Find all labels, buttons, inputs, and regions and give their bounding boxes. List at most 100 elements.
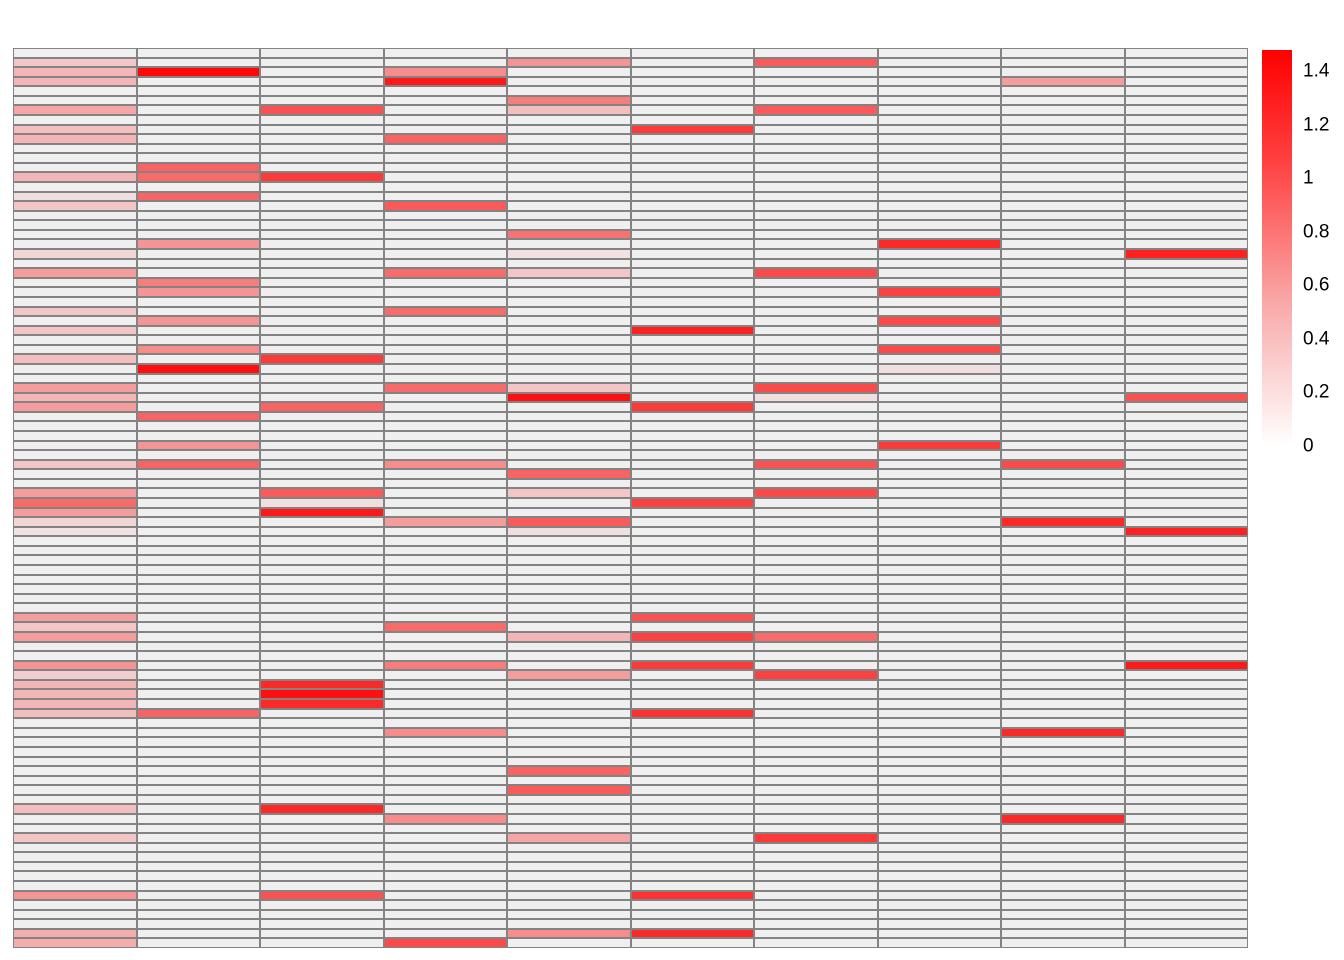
heatmap-cell bbox=[878, 536, 1002, 546]
heatmap-cell bbox=[1001, 852, 1125, 862]
heatmap-cell bbox=[260, 220, 384, 230]
heatmap-cell bbox=[631, 421, 755, 431]
heatmap-cell bbox=[507, 689, 631, 699]
heatmap-cell bbox=[754, 843, 878, 853]
heatmap-cell bbox=[878, 871, 1002, 881]
heatmap-cell bbox=[260, 651, 384, 661]
heatmap-cell bbox=[13, 709, 137, 719]
heatmap-cell bbox=[631, 335, 755, 345]
heatmap-cell bbox=[878, 661, 1002, 671]
heatmap-cell bbox=[260, 431, 384, 441]
heatmap-cell bbox=[507, 843, 631, 853]
heatmap-cell bbox=[754, 134, 878, 144]
colorbar-tick-label: 0.6 bbox=[1303, 276, 1329, 295]
heatmap-cell bbox=[13, 201, 137, 211]
heatmap-cell bbox=[754, 642, 878, 652]
heatmap-cell bbox=[754, 718, 878, 728]
heatmap-cell bbox=[754, 335, 878, 345]
heatmap-cell bbox=[1001, 747, 1125, 757]
heatmap-cell bbox=[754, 938, 878, 948]
heatmap-cell bbox=[1125, 785, 1249, 795]
heatmap-cell bbox=[1125, 709, 1249, 719]
heatmap-cell bbox=[1001, 287, 1125, 297]
heatmap-cell bbox=[1001, 929, 1125, 939]
heatmap-cell bbox=[1001, 804, 1125, 814]
heatmap-cell bbox=[631, 843, 755, 853]
heatmap-cell bbox=[631, 211, 755, 221]
heatmap-cell bbox=[384, 125, 508, 135]
heatmap-cell bbox=[384, 450, 508, 460]
heatmap-cell bbox=[631, 345, 755, 355]
heatmap-cell bbox=[1125, 852, 1249, 862]
heatmap-cell bbox=[631, 632, 755, 642]
heatmap-cell bbox=[137, 96, 261, 106]
heatmap-cell bbox=[13, 316, 137, 326]
heatmap-cell bbox=[384, 96, 508, 106]
heatmap-cell bbox=[1001, 575, 1125, 585]
heatmap-cell bbox=[1001, 220, 1125, 230]
heatmap-cell bbox=[260, 699, 384, 709]
heatmap-cell bbox=[754, 785, 878, 795]
heatmap-cell bbox=[260, 172, 384, 182]
heatmap-cell bbox=[13, 326, 137, 336]
heatmap-cell bbox=[878, 584, 1002, 594]
heatmap-cell bbox=[137, 402, 261, 412]
heatmap-cell bbox=[754, 172, 878, 182]
heatmap-cell bbox=[507, 77, 631, 87]
heatmap-cell bbox=[1125, 259, 1249, 269]
heatmap-cell bbox=[260, 757, 384, 767]
heatmap-cell bbox=[631, 144, 755, 154]
heatmap-cell bbox=[260, 105, 384, 115]
heatmap-cell bbox=[260, 785, 384, 795]
heatmap-cell bbox=[631, 661, 755, 671]
heatmap-cell bbox=[878, 699, 1002, 709]
heatmap-cell bbox=[384, 441, 508, 451]
heatmap-cell bbox=[1125, 680, 1249, 690]
heatmap-cell bbox=[754, 594, 878, 604]
heatmap-cell bbox=[1125, 555, 1249, 565]
heatmap-cell bbox=[754, 584, 878, 594]
heatmap-cell bbox=[384, 536, 508, 546]
heatmap-cell bbox=[384, 833, 508, 843]
heatmap-cell bbox=[1125, 824, 1249, 834]
heatmap-cell bbox=[260, 345, 384, 355]
colorbar-tick-label: 0.8 bbox=[1303, 222, 1329, 241]
heatmap-cell bbox=[631, 910, 755, 920]
heatmap-cell bbox=[384, 594, 508, 604]
heatmap-cell bbox=[384, 144, 508, 154]
heatmap-cell bbox=[878, 919, 1002, 929]
heatmap-cell bbox=[878, 383, 1002, 393]
heatmap-cell bbox=[1001, 172, 1125, 182]
heatmap-cell bbox=[1001, 833, 1125, 843]
heatmap-cell bbox=[507, 699, 631, 709]
heatmap-cell bbox=[384, 182, 508, 192]
colorbar-tick-label: 1.4 bbox=[1303, 62, 1329, 81]
heatmap-cell bbox=[1001, 689, 1125, 699]
heatmap-cell bbox=[260, 881, 384, 891]
heatmap-cell bbox=[13, 776, 137, 786]
heatmap-cell bbox=[13, 402, 137, 412]
heatmap-cell bbox=[137, 747, 261, 757]
heatmap-cell bbox=[507, 852, 631, 862]
heatmap-cell bbox=[1001, 201, 1125, 211]
heatmap-cell bbox=[878, 709, 1002, 719]
heatmap-cell bbox=[137, 58, 261, 68]
heatmap-cell bbox=[1001, 536, 1125, 546]
heatmap-cell bbox=[13, 374, 137, 384]
heatmap-cell bbox=[507, 58, 631, 68]
heatmap-cell bbox=[631, 594, 755, 604]
heatmap-cell bbox=[260, 153, 384, 163]
heatmap-cell bbox=[260, 919, 384, 929]
heatmap-cell bbox=[260, 862, 384, 872]
heatmap-cell bbox=[507, 680, 631, 690]
heatmap-cell bbox=[631, 278, 755, 288]
heatmap-cell bbox=[1001, 757, 1125, 767]
heatmap-cell bbox=[384, 862, 508, 872]
heatmap-cell bbox=[631, 603, 755, 613]
heatmap-cell bbox=[384, 517, 508, 527]
heatmap-cell bbox=[878, 77, 1002, 87]
heatmap-cell bbox=[631, 259, 755, 269]
heatmap-cell bbox=[507, 211, 631, 221]
heatmap-cell bbox=[137, 307, 261, 317]
heatmap-cell bbox=[13, 230, 137, 240]
